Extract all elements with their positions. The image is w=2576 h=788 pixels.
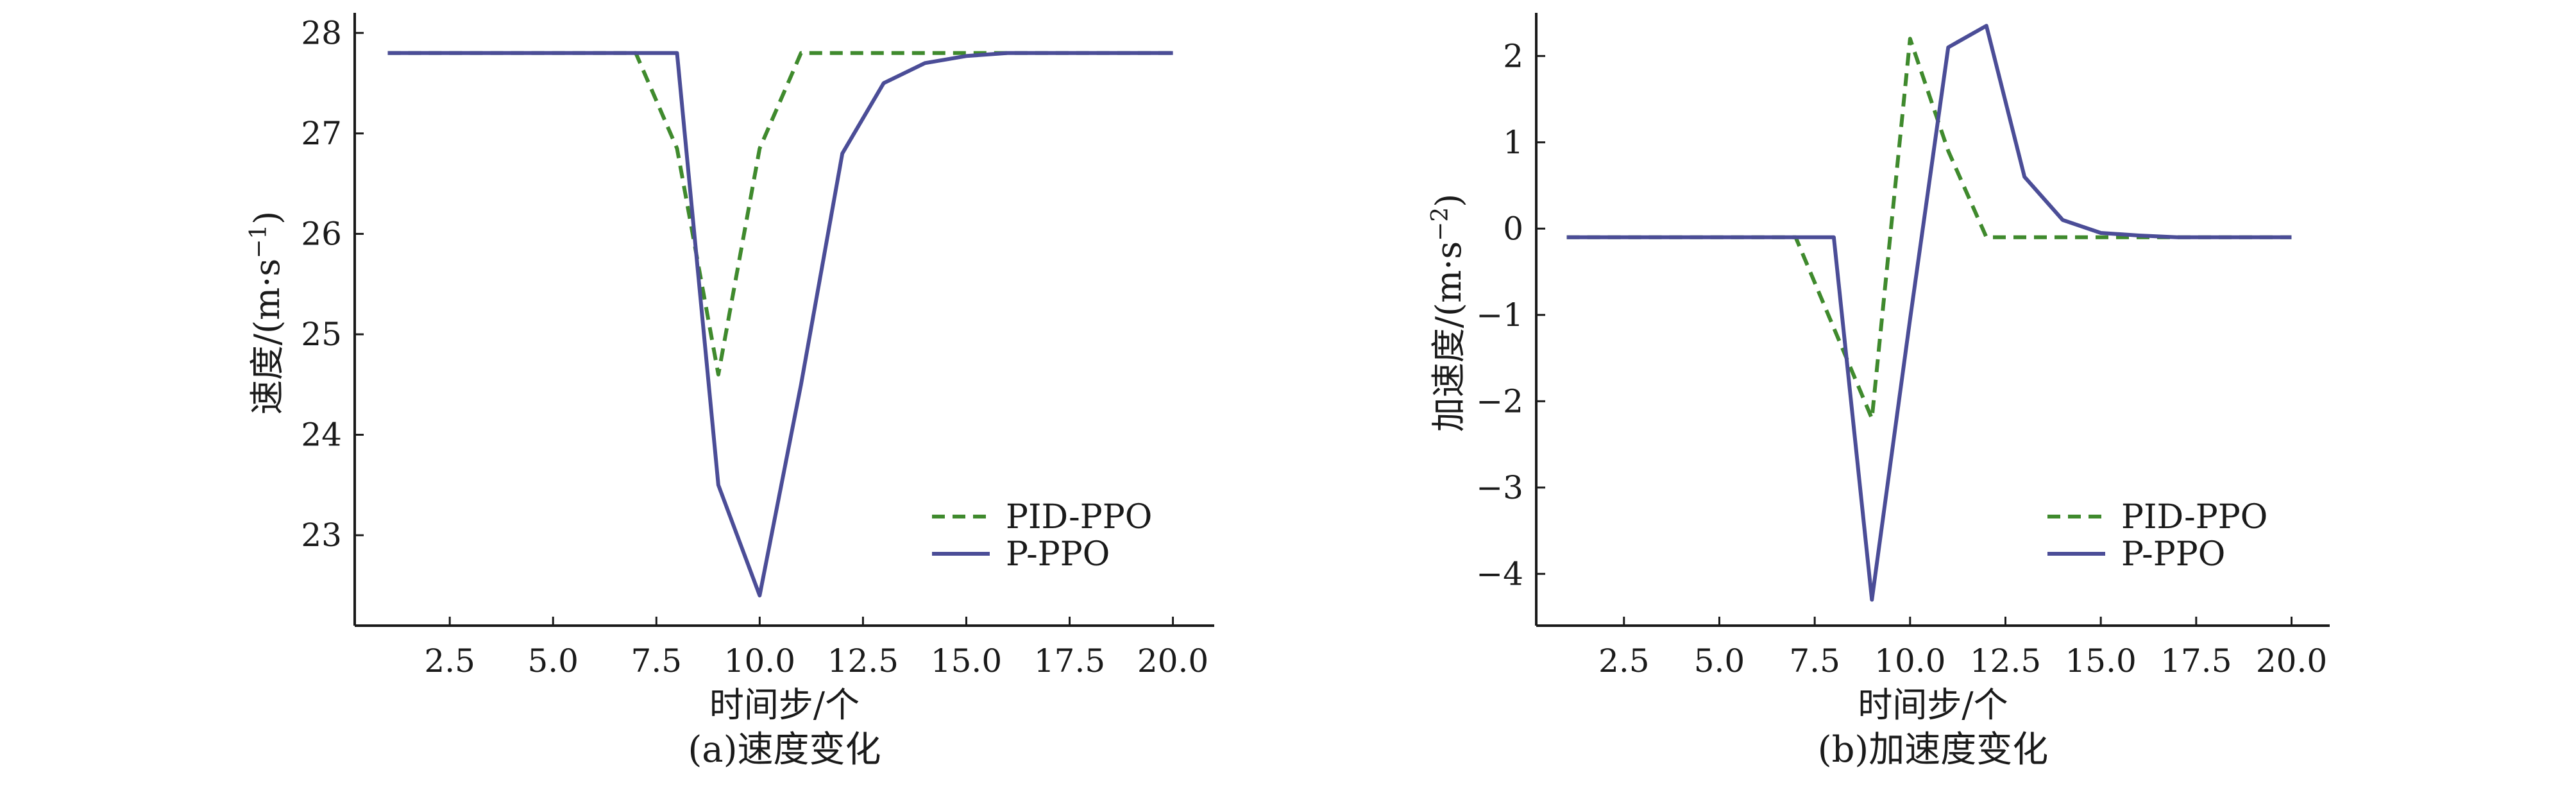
y-tick-label: 2 (1503, 37, 1523, 74)
chart-panel-b: 2.5 5.0 7.5 10.0 12.5 15.0 17.5 20.0 −4 −3 −2 −1 0 1 2… (1427, 13, 2330, 771)
chart-panel-a: 2.5 5.0 7.5 10.0 12.5 15.0 17.5 20.0 23 24 25 26 27 2… (246, 13, 1214, 771)
legend-label-p-ppo: P-PPO (2121, 535, 2225, 574)
x-tick-label: 7.5 (1789, 642, 1840, 680)
x-tick-label: 10.0 (724, 642, 795, 680)
x-axis-title: 时间步/个 (1858, 685, 2008, 725)
series-line-p-ppo (387, 51, 1173, 597)
y-axis-title-close: ) (1428, 194, 1469, 207)
y-tick-label: −4 (1476, 555, 1523, 592)
y-axis-title-exponent: −2 (1427, 207, 1453, 241)
y-axis-title-exponent: −1 (246, 225, 272, 259)
y-axis-title: 速度/(m·s−1) (246, 211, 287, 415)
x-tick-label: 15.0 (2065, 642, 2137, 680)
x-axis-title: 时间步/个 (709, 685, 860, 725)
y-axis-title-main: 加速度/(m·s (1428, 241, 1469, 432)
y-tick-label: −1 (1476, 296, 1523, 334)
x-tick-label: 5.0 (527, 642, 579, 680)
x-tick-label: 20.0 (1137, 642, 1208, 680)
legend-label-pid-ppo: PID-PPO (1006, 498, 1152, 536)
y-axis-title-main: 速度/(m·s (247, 259, 287, 415)
x-tick-label: 17.5 (1034, 642, 1105, 680)
series-line-pid-ppo (387, 51, 1173, 377)
x-tick-label: 2.5 (424, 642, 475, 680)
legend-label-p-ppo: P-PPO (1006, 535, 1110, 574)
chart-caption: (a)速度变化 (688, 729, 881, 771)
y-tick-label: 27 (301, 115, 342, 152)
y-tick-label: 0 (1503, 210, 1523, 247)
y-axis-title-close: ) (247, 211, 287, 225)
y-tick-label: 23 (301, 517, 342, 554)
x-tick-label: 15.0 (931, 642, 1002, 680)
x-tick-label: 17.5 (2160, 642, 2232, 680)
chart-caption: (b)加速度变化 (1818, 729, 2049, 771)
y-tick-label: 1 (1503, 124, 1523, 161)
x-tick-label: 2.5 (1598, 642, 1650, 680)
y-tick-label: 28 (301, 14, 342, 51)
y-axis-title: 加速度/(m·s−2) (1427, 194, 1469, 433)
y-tick-label: 24 (301, 416, 342, 454)
y-tick-label: 25 (301, 316, 342, 353)
x-tick-label: 20.0 (2256, 642, 2327, 680)
y-tick-label: 26 (301, 215, 342, 252)
y-tick-label: −3 (1476, 469, 1523, 506)
series-line-p-ppo (1566, 24, 2292, 602)
series-line-pid-ppo (1566, 37, 2292, 421)
x-tick-label: 7.5 (631, 642, 682, 680)
y-tick-label: −2 (1476, 382, 1523, 420)
x-tick-label: 5.0 (1694, 642, 1745, 680)
x-tick-label: 12.5 (827, 642, 899, 680)
x-tick-label: 12.5 (1970, 642, 2041, 680)
x-tick-label: 10.0 (1874, 642, 1945, 680)
legend-label-pid-ppo: PID-PPO (2121, 498, 2267, 536)
